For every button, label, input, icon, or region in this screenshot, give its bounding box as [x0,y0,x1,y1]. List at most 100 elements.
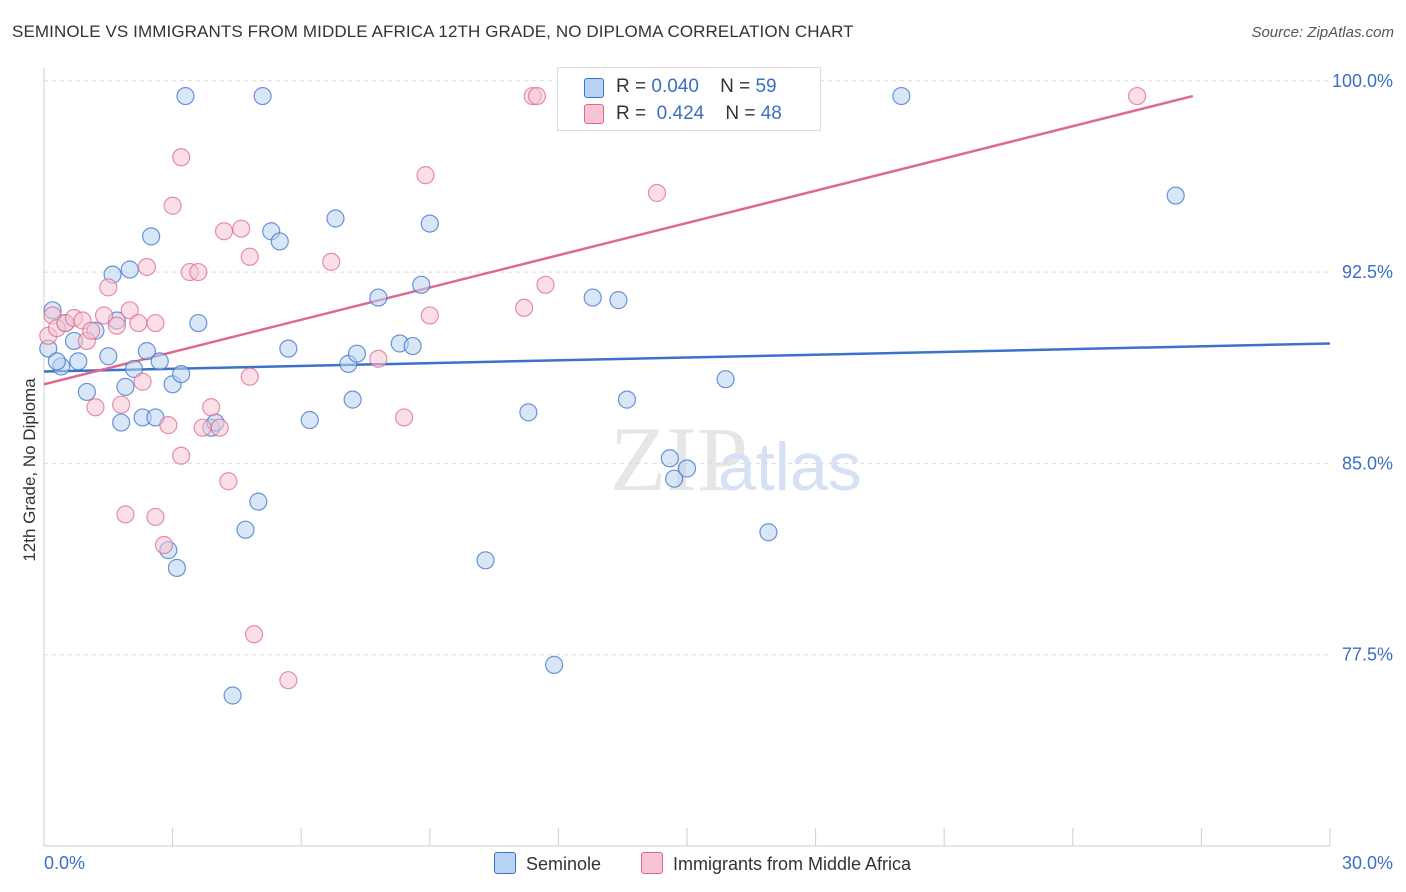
seminole-swatch [494,852,516,874]
immigrants-point [146,313,165,333]
y-axis-label: 12th Grade, No Diploma [20,378,39,562]
seminole-point [347,344,367,363]
immigrants-point [133,372,152,391]
seminole-point [142,227,161,246]
immigrants-point [322,252,341,271]
stats-legend: R = 0.040 N = 59 R = 0.424 N = 48 [557,67,821,131]
seminole-point [77,382,96,402]
seminole-point [249,492,268,511]
legend-n-value: 59 [755,76,777,97]
legend-r-label: R = [616,103,647,124]
immigrants-point [172,148,191,167]
immigrants-point [107,316,126,335]
seminole-point [326,209,345,228]
bottom-legend-immigrants: Immigrants from Middle Africa [641,852,911,875]
seminole-point [150,352,169,371]
immigrants-point [536,275,555,294]
seminole-point [116,377,135,396]
seminole-point [716,370,735,389]
immigrants-point [129,313,148,333]
immigrants-point [146,507,165,527]
seminole-point [112,413,131,432]
immigrants-point [163,196,182,215]
seminole-point [1166,186,1185,205]
seminole-point [519,403,538,422]
seminole-point [476,551,495,570]
immigrants-point [214,222,234,241]
legend-n-label: N = [720,76,751,97]
seminole-point [420,214,439,233]
seminole-point [665,469,684,488]
seminole-point [343,390,362,409]
immigrants-point [515,298,534,317]
legend-pink-swatch [584,104,604,124]
seminole-point [120,260,139,279]
legend-blue-swatch [584,78,604,98]
immigrants-point [202,398,221,417]
seminole-point [176,86,195,106]
seminole-point [69,352,88,371]
y-tick-label: 100.0% [1332,71,1393,91]
immigrants-point [210,418,229,437]
seminole-point [545,655,564,674]
seminole-point [236,520,255,539]
immigrants-point [369,349,388,368]
seminole-point [172,364,191,384]
seminole-point [223,686,242,705]
legend-r-value: 0.040 [651,76,699,97]
seminole-point [300,410,319,430]
seminole-point [892,86,911,106]
immigrants-point [120,301,139,320]
bottom-legend-seminole: Seminole [494,852,601,875]
seminole-point [124,359,144,379]
seminole-point [253,86,272,106]
immigrants-point [116,505,135,524]
legend-n-value: 48 [760,103,782,124]
immigrants-label: Immigrants from Middle Africa [673,854,912,874]
x-tick-label: 0.0% [44,853,85,873]
immigrants-point [193,418,212,437]
immigrants-point [154,535,174,555]
legend-row-immigrants: R = 0.424 N = 48 [616,103,782,125]
legend-row-seminole: R = 0.040 N = 59 [616,76,777,98]
immigrants-point [232,219,251,238]
immigrants-point [1127,86,1147,106]
immigrants-point [99,278,118,297]
x-tick-label: 30.0% [1342,853,1393,873]
seminole-point [403,336,422,356]
legend-n-label: N = [725,103,756,124]
legend-r-value: 0.424 [656,103,705,124]
seminole-point [99,347,118,366]
seminole-point [279,339,298,358]
immigrants-point [240,367,259,386]
immigrants-point [82,321,101,340]
y-tick-label: 77.5% [1342,645,1393,665]
immigrants-point [137,257,156,277]
immigrants-point [394,408,414,427]
seminole-point [609,291,628,310]
watermark-zip: ZIP [610,408,748,510]
immigrants-point [416,166,435,185]
immigrants-point [86,398,105,417]
immigrants-point [244,625,264,644]
seminole-point [270,232,289,251]
seminole-point [47,352,66,371]
y-tick-label: 85.0% [1342,453,1393,473]
seminole-label: Seminole [526,854,602,874]
immigrants-point [527,86,547,106]
seminole-point [660,449,679,468]
seminole-point [369,288,388,307]
y-tick-label: 92.5% [1342,262,1393,282]
immigrants-point [189,262,208,282]
seminole-point [137,342,156,361]
immigrants-swatch [641,852,663,874]
source-label: Source: ZipAtlas.com [1251,24,1394,41]
immigrants-point [219,472,238,491]
seminole-point [677,459,697,478]
seminole-point [617,390,637,409]
chart-title: SEMINOLE VS IMMIGRANTS FROM MIDDLE AFRIC… [12,22,854,41]
seminole-point [189,313,208,333]
immigrants-point [112,395,131,414]
seminole-point [412,275,431,294]
